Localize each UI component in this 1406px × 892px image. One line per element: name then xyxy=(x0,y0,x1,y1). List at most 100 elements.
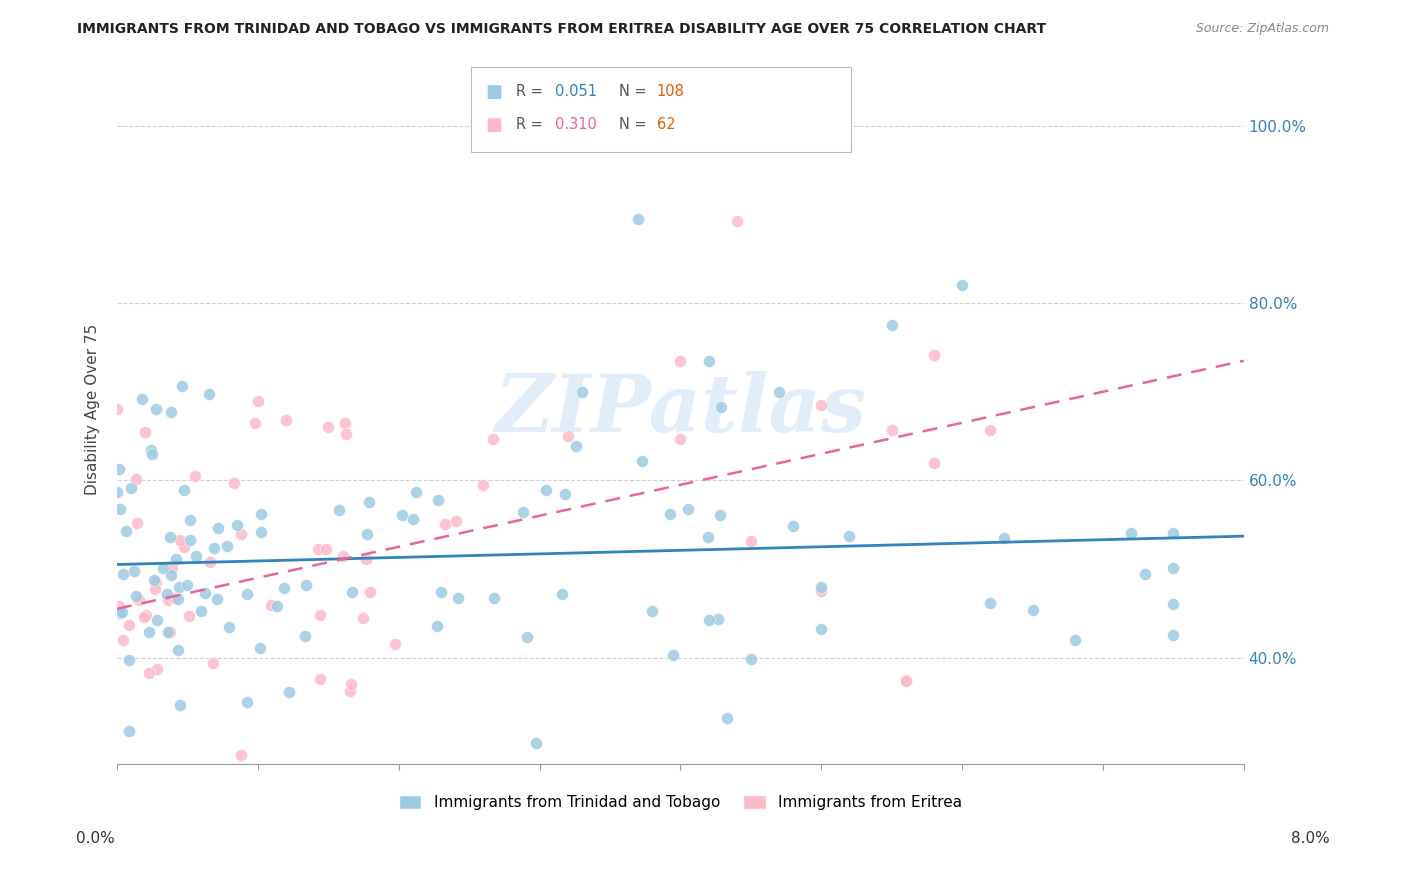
Text: Source: ZipAtlas.com: Source: ZipAtlas.com xyxy=(1195,22,1329,36)
Point xyxy=(391,508,413,522)
Point xyxy=(335,426,357,441)
Point xyxy=(266,599,288,613)
Point xyxy=(354,552,377,566)
Point xyxy=(810,814,832,829)
Point xyxy=(659,507,682,521)
Point xyxy=(1163,526,1185,541)
Point xyxy=(1063,633,1085,648)
Point xyxy=(205,591,228,606)
Point xyxy=(215,539,238,553)
Point xyxy=(710,401,733,415)
Point xyxy=(179,533,201,548)
Text: 0.0%: 0.0% xyxy=(76,831,115,846)
Point xyxy=(880,318,903,333)
Point xyxy=(197,387,219,401)
Point xyxy=(110,502,132,516)
Point xyxy=(108,607,131,621)
Point xyxy=(120,482,142,496)
Point xyxy=(125,589,148,603)
Point xyxy=(307,542,329,557)
Point xyxy=(160,567,183,582)
Point xyxy=(426,619,449,633)
Point xyxy=(118,723,141,738)
Point xyxy=(709,508,731,523)
Point xyxy=(356,526,378,541)
Point xyxy=(707,612,730,626)
Point xyxy=(160,560,183,574)
Point xyxy=(224,475,246,490)
Point xyxy=(340,677,363,691)
Point xyxy=(135,607,157,622)
Point xyxy=(108,461,131,475)
Point xyxy=(146,613,169,627)
Text: R =: R = xyxy=(516,118,547,132)
Point xyxy=(176,578,198,592)
Point xyxy=(1119,526,1142,541)
Point xyxy=(142,574,165,588)
Point xyxy=(249,641,271,656)
Point xyxy=(125,472,148,486)
Legend: Immigrants from Trinidad and Tobago, Immigrants from Eritrea: Immigrants from Trinidad and Tobago, Imm… xyxy=(392,789,969,816)
Point xyxy=(993,531,1015,545)
Text: 0.310: 0.310 xyxy=(555,118,598,132)
Point xyxy=(167,580,190,594)
Point xyxy=(427,492,450,507)
Point xyxy=(131,392,153,406)
Point xyxy=(740,652,762,666)
Point xyxy=(134,610,156,624)
Point xyxy=(167,643,190,657)
Point xyxy=(1133,566,1156,581)
Point xyxy=(564,439,586,453)
Point xyxy=(402,511,425,525)
Text: 8.0%: 8.0% xyxy=(1291,831,1330,846)
Point xyxy=(669,814,692,829)
Point xyxy=(138,666,160,681)
Point xyxy=(172,379,194,393)
Point xyxy=(173,483,195,497)
Point xyxy=(328,502,350,516)
Point xyxy=(482,591,505,606)
Point xyxy=(309,607,332,622)
Point xyxy=(173,541,195,555)
Point xyxy=(308,673,330,687)
Point xyxy=(810,622,832,636)
Point xyxy=(1163,598,1185,612)
Point xyxy=(177,609,200,624)
Point xyxy=(200,556,222,570)
Point xyxy=(631,453,654,467)
Point xyxy=(128,593,150,607)
Y-axis label: Disability Age Over 75: Disability Age Over 75 xyxy=(86,324,100,495)
Point xyxy=(384,637,406,651)
Point xyxy=(139,443,162,458)
Point xyxy=(145,401,167,416)
Point xyxy=(332,549,354,564)
Text: N =: N = xyxy=(619,85,651,99)
Point xyxy=(243,416,266,430)
Point xyxy=(274,413,297,427)
Point xyxy=(352,611,374,625)
Point xyxy=(524,736,547,750)
Point xyxy=(105,402,128,417)
Point xyxy=(111,605,134,619)
Point xyxy=(444,514,467,528)
Point xyxy=(512,505,534,519)
Text: R =: R = xyxy=(516,85,547,99)
Point xyxy=(536,483,558,497)
Text: IMMIGRANTS FROM TRINIDAD AND TOBAGO VS IMMIGRANTS FROM ERITREA DISABILITY AGE OV: IMMIGRANTS FROM TRINIDAD AND TOBAGO VS I… xyxy=(77,22,1046,37)
Point xyxy=(190,604,212,618)
Point xyxy=(447,591,470,605)
Point xyxy=(316,420,339,434)
Point xyxy=(145,582,167,596)
Point xyxy=(111,566,134,581)
Point xyxy=(167,592,190,607)
Point xyxy=(225,517,247,532)
Point xyxy=(810,580,832,594)
Point xyxy=(571,384,593,399)
Text: 108: 108 xyxy=(657,85,685,99)
Point xyxy=(894,674,917,689)
Point xyxy=(159,530,181,544)
Point xyxy=(697,613,720,627)
Point xyxy=(194,586,217,600)
Point xyxy=(186,549,208,564)
Point xyxy=(697,530,720,544)
